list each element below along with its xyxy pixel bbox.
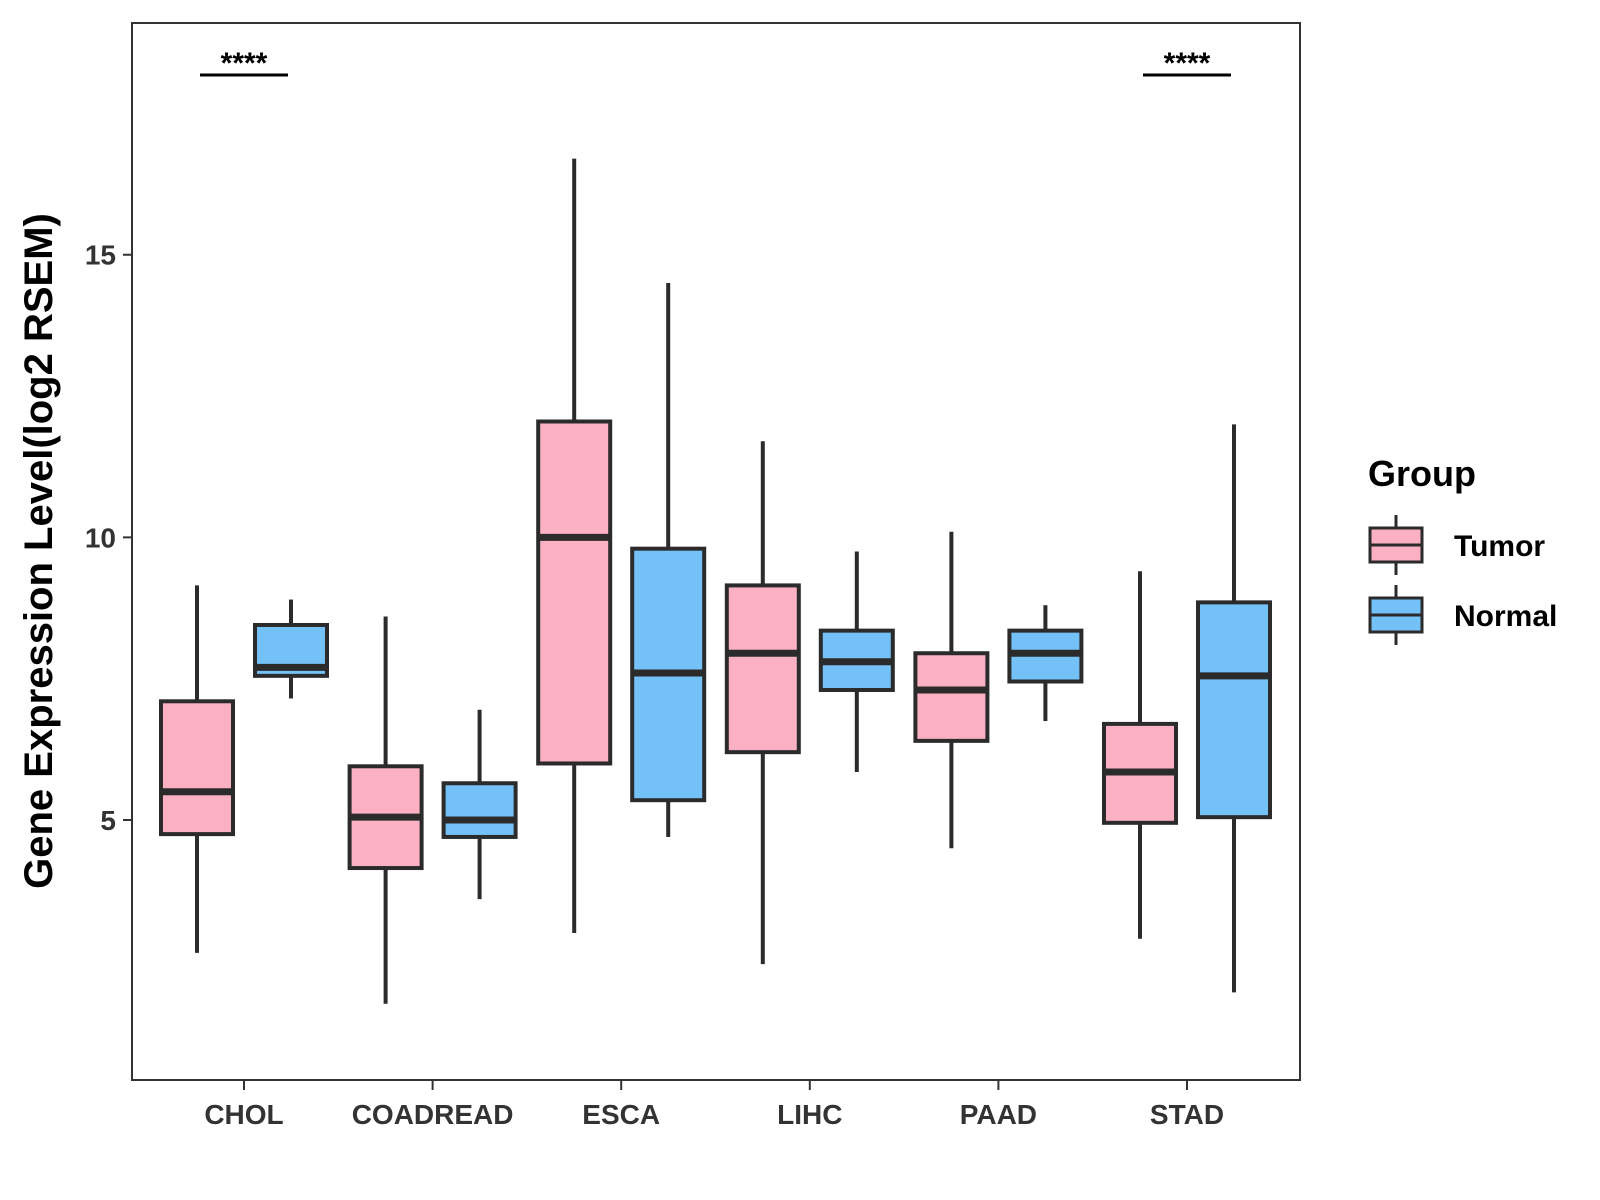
box-body bbox=[1196, 600, 1272, 820]
boxes-layer bbox=[159, 158, 1272, 1004]
box-normal-esca bbox=[630, 283, 707, 837]
significance-layer: **** **** bbox=[200, 47, 1231, 80]
significance-label: **** bbox=[221, 47, 268, 80]
significance-label: **** bbox=[1164, 47, 1211, 80]
legend-label: Tumor bbox=[1454, 530, 1545, 563]
legend-item-tumor: Tumor bbox=[1368, 515, 1545, 575]
plot-panel bbox=[131, 22, 1301, 1081]
box-body bbox=[536, 419, 613, 766]
x-axis: CHOL COADREAD ESCA LIHC PAAD STAD bbox=[204, 1080, 1224, 1130]
box-tumor-esca bbox=[536, 158, 613, 934]
box-normal-paad bbox=[1007, 605, 1084, 722]
y-tick-label: 10 bbox=[85, 522, 116, 553]
y-tick-label: 5 bbox=[100, 805, 116, 836]
y-axis: 5 10 15 bbox=[85, 240, 132, 836]
legend-label: Normal bbox=[1454, 600, 1557, 633]
box-body bbox=[913, 651, 990, 743]
y-axis-title: Gene Expression Level(log2 RSEM) bbox=[17, 213, 61, 889]
x-tick-label: PAAD bbox=[960, 1099, 1037, 1130]
box-normal-chol bbox=[253, 599, 329, 699]
x-tick-label: ESCA bbox=[582, 1099, 660, 1130]
box-body bbox=[724, 583, 801, 755]
box-tumor-paad bbox=[913, 531, 990, 849]
box-body bbox=[159, 699, 235, 837]
x-tick-label: STAD bbox=[1150, 1099, 1224, 1130]
legend-item-normal: Normal bbox=[1368, 585, 1557, 645]
x-tick-label: COADREAD bbox=[352, 1099, 514, 1130]
box-normal-coadread bbox=[441, 709, 518, 900]
legend-title: Group bbox=[1368, 453, 1476, 494]
legend: Group Tumor Normal bbox=[1368, 453, 1557, 645]
box-body bbox=[441, 781, 518, 839]
box-normal-lihc bbox=[818, 551, 895, 772]
box-tumor-chol bbox=[159, 585, 235, 953]
box-tumor-coadread bbox=[347, 616, 424, 1004]
x-tick-label: CHOL bbox=[204, 1099, 283, 1130]
box-normal-stad bbox=[1196, 424, 1272, 993]
y-tick-label: 15 bbox=[85, 240, 116, 271]
box-tumor-lihc bbox=[724, 441, 801, 965]
box-tumor-stad bbox=[1102, 571, 1178, 939]
x-tick-label: LIHC bbox=[777, 1099, 842, 1130]
